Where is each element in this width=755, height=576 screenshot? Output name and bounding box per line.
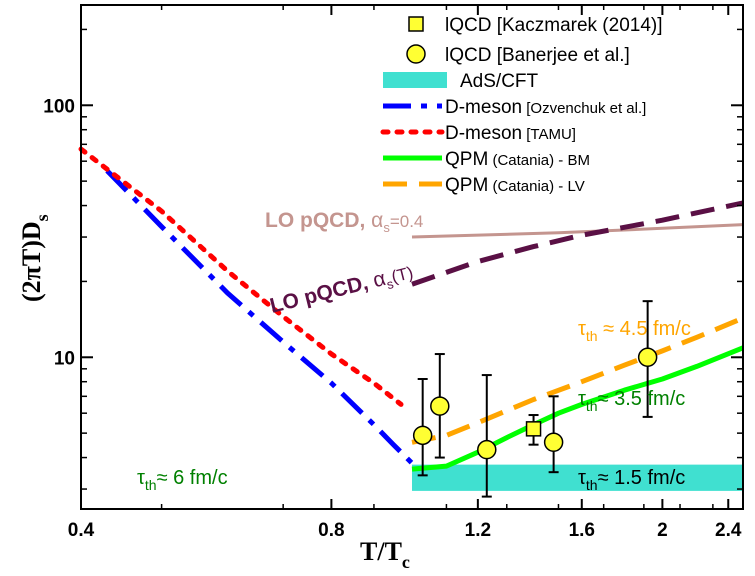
legend: lQCD [Kaczmarek (2014)] lQCD [Banerjee et…: [380, 15, 663, 196]
tau-3p5-label: τth≈ 3.5 fm/c: [578, 388, 685, 414]
dmeson-tamu-line: [78, 146, 404, 407]
kaczmarek-square-marker: [525, 421, 542, 437]
legend-label-detail: (Catania) - LV: [488, 178, 584, 195]
legend-label: lQCD [Kaczmarek (2014)]: [445, 15, 663, 36]
legend-item-kaczmarek: lQCD [Kaczmarek (2014)]: [408, 15, 663, 36]
legend-item-qpm_lv: QPM (Catania) - LV: [383, 175, 585, 196]
lo-alpha: α: [371, 209, 383, 232]
legend-label-main: QPM: [445, 175, 488, 196]
legend-label-main: D-meson: [445, 97, 522, 118]
data-point: [412, 377, 433, 477]
tau-sub: th: [586, 398, 598, 414]
legend-label: D-meson [Ozvenchuk et al.]: [445, 97, 646, 118]
data-point: [525, 414, 542, 446]
qpm-bm-line: [411, 345, 744, 472]
banerjee-circle-marker: [477, 439, 497, 460]
y-axis-title: (2πT)Ds: [17, 214, 52, 302]
tau-6-label: τth≈ 6 fm/c: [137, 467, 228, 493]
axis-ticks: 0.4 0.8 1.2 1.6 2 2.4 10 100: [43, 5, 743, 541]
plot-frame: [80, 4, 744, 510]
tau-4p5-label: τth ≈ 4.5 fm/c: [578, 318, 691, 344]
x-axis-title: T/Tc: [360, 537, 410, 572]
tau-sub: th: [145, 477, 157, 493]
legend-item-dmeson_tamu: D-meson [TAMU]: [380, 123, 576, 144]
tau-symbol: τ: [578, 467, 586, 489]
legend-circle-marker: [406, 44, 426, 64]
lo-main: LO pQCD,: [265, 209, 371, 232]
tau-value: ≈ 3.5 fm/c: [598, 388, 686, 410]
legend-square-marker: [408, 16, 424, 32]
x-tick-label: 0.8: [318, 520, 344, 541]
annotations: LO pQCD, αs=0.4LO pQCD, αs(T)τth ≈ 4.5 f…: [137, 209, 691, 493]
banerjee-circle-marker: [543, 432, 564, 453]
legend-label: QPM (Catania) - LV: [445, 175, 585, 196]
plot-content: [78, 146, 744, 498]
data-point: [637, 300, 658, 418]
data-point: [477, 374, 497, 498]
x-tick-label: 2.4: [715, 520, 742, 541]
lo-sub: s: [383, 220, 390, 235]
legend-label: D-meson [TAMU]: [445, 123, 576, 144]
tau-1p5-label: τth≈ 1.5 fm/c: [578, 467, 685, 493]
y-tick-label: 100: [43, 96, 75, 117]
data-point: [430, 353, 450, 459]
legend-item-qpm_bm: QPM (Catania) - BM: [383, 149, 590, 170]
lo-pqcd-running-line: [411, 200, 744, 287]
lo-sub: s: [385, 276, 395, 292]
legend-band-swatch: [383, 72, 447, 88]
lo-pqcd-running-label: LO pQCD, αs(T): [268, 260, 416, 321]
x-tick-label: 1.6: [569, 520, 595, 541]
tau-symbol: τ: [578, 388, 586, 410]
data-point: [543, 395, 564, 474]
tau-value: ≈ 6 fm/c: [157, 467, 228, 489]
tau-sub: th: [586, 328, 598, 344]
legend-label-main: AdS/CFT: [460, 71, 539, 92]
legend-label-detail: (Catania) - BM: [488, 152, 590, 169]
legend-item-ads: AdS/CFT: [383, 71, 539, 92]
legend-label-main: lQCD [Banerjee et al.]: [445, 45, 630, 66]
legend-label-main: QPM: [445, 149, 488, 170]
tau-value: ≈ 1.5 fm/c: [598, 467, 686, 489]
legend-label: QPM (Catania) - BM: [445, 149, 590, 170]
y-tick-label: 10: [54, 348, 75, 369]
tau-sub: th: [586, 477, 598, 493]
tau-symbol: τ: [137, 467, 145, 489]
x-tick-label: 2: [657, 520, 668, 541]
dmeson-ozvenchuk-line: [105, 168, 414, 465]
lo-tail: (T): [389, 263, 415, 287]
legend-label-main: D-meson: [445, 123, 522, 144]
legend-label-main: lQCD [Kaczmarek (2014)]: [445, 15, 663, 36]
ads-cft-band: [412, 464, 743, 491]
banerjee-circle-marker: [412, 425, 433, 446]
legend-label: lQCD [Banerjee et al.]: [445, 45, 630, 66]
legend-label-detail: [Ozvenchuk et al.]: [522, 100, 646, 117]
tau-symbol: τ: [578, 318, 586, 340]
legend-label-detail: [TAMU]: [522, 126, 576, 143]
x-tick-label: 1.2: [465, 520, 491, 541]
lo-alpha: α: [371, 267, 388, 292]
banerjee-circle-marker: [430, 396, 450, 416]
qpm-lv-line: [411, 315, 744, 445]
legend-label: AdS/CFT: [460, 71, 539, 92]
legend-item-banerjee: lQCD [Banerjee et al.]: [406, 44, 630, 66]
banerjee-circle-marker: [637, 347, 658, 368]
lo-pqcd-constant-line: [411, 223, 744, 239]
lo-pqcd-constant-label: LO pQCD, αs=0.4: [265, 209, 423, 235]
tau-value: ≈ 4.5 fm/c: [598, 318, 691, 340]
x-tick-label: 0.4: [68, 520, 95, 541]
lo-tail: =0.4: [390, 212, 424, 231]
legend-item-dmeson_oz: D-meson [Ozvenchuk et al.]: [383, 97, 646, 118]
lo-main: LO pQCD,: [268, 270, 377, 318]
